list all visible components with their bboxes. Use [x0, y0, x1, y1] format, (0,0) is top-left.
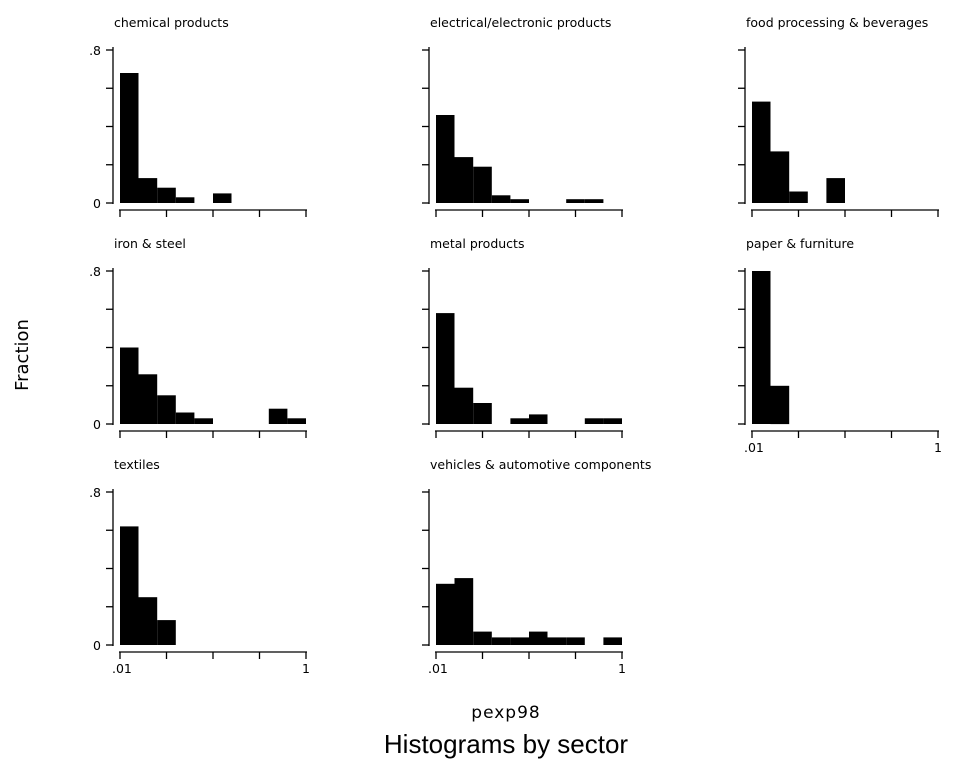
histogram-bar [455, 388, 474, 424]
y-tick-label: 0 [93, 638, 101, 653]
histogram-bar [529, 632, 548, 645]
histogram-bar [139, 374, 158, 424]
y-tick-label: 0 [93, 196, 101, 211]
y-axis-label: Fraction [12, 319, 33, 391]
x-tick-label: 1 [934, 440, 942, 455]
panels-group: chemical products 0 .8 electrical/electroni… [89, 15, 942, 676]
panel-title: iron & steel [114, 236, 186, 251]
x-tick-label: .01 [112, 661, 132, 676]
panel-title: paper & furniture [746, 236, 854, 251]
histogram-bar [566, 199, 585, 203]
histogram-bar [157, 620, 176, 645]
histogram-bar [585, 199, 604, 203]
histogram-bar [510, 199, 529, 203]
histogram-bar [771, 151, 790, 203]
histogram-bar [752, 271, 771, 424]
histogram-bar [473, 403, 492, 424]
histogram-bar [473, 167, 492, 203]
histogram-bar [287, 418, 306, 424]
histogram-bar [752, 102, 771, 203]
panel-title: chemical products [114, 15, 229, 30]
histogram-bar [585, 418, 604, 424]
y-tick-label: 0 [93, 417, 101, 432]
panel-title: textiles [114, 457, 160, 472]
histogram-bar [455, 578, 474, 645]
histogram-bar [566, 637, 585, 645]
histogram-bar [120, 526, 139, 645]
histogram-bar [603, 418, 622, 424]
panel-title: food processing & beverages [746, 15, 928, 30]
chart-title: Histograms by sector [384, 729, 629, 759]
y-tick-label: .8 [89, 264, 101, 279]
histogram-bar [157, 395, 176, 424]
histogram-bar [510, 637, 529, 645]
x-tick-label: .01 [744, 440, 764, 455]
x-axis-label: pexp98 [471, 703, 540, 723]
histogram-bar [194, 418, 213, 424]
panel-6: paper & furniture .01 1 [738, 236, 942, 455]
histogram-bar [213, 193, 232, 203]
histogram-bar [548, 637, 567, 645]
panel-3: food processing & beverages [738, 15, 939, 217]
histogram-bar [529, 414, 548, 424]
histogram-bar [157, 188, 176, 203]
histogram-bar [120, 348, 139, 425]
histogram-bar [510, 418, 529, 424]
panel-4: iron & steel 0 .8 [89, 236, 307, 438]
panel-8: vehicles & automotive components .01 1 [422, 457, 651, 676]
histogram-bar [492, 637, 511, 645]
panel-7: textiles 0 .8 .01 1 [89, 457, 310, 676]
histogram-bar [436, 584, 455, 645]
histogram-bar [455, 157, 474, 203]
histogram-bar [176, 197, 195, 203]
histogram-bar [139, 597, 158, 645]
x-tick-label: .01 [428, 661, 448, 676]
histogram-bar [436, 313, 455, 424]
x-tick-label: 1 [618, 661, 626, 676]
histogram-bar [771, 386, 790, 424]
histogram-bar [492, 195, 511, 203]
histogram-bar [120, 73, 139, 203]
panel-1: chemical products 0 .8 [89, 15, 307, 217]
panel-title: metal products [430, 236, 524, 251]
panel-title: vehicles & automotive components [430, 457, 651, 472]
histogram-bar [436, 115, 455, 203]
histogram-bar [603, 637, 622, 645]
panel-title: electrical/electronic products [430, 15, 611, 30]
y-tick-label: .8 [89, 485, 101, 500]
histogram-bar [473, 632, 492, 645]
histogram-bar [139, 178, 158, 203]
panel-2: electrical/electronic products [422, 15, 623, 217]
histogram-bar [826, 178, 845, 203]
histogram-bar [269, 409, 288, 424]
panel-5: metal products [422, 236, 623, 438]
y-tick-label: .8 [89, 43, 101, 58]
histogram-bar [789, 192, 808, 204]
histogram-bar [176, 413, 195, 425]
x-tick-label: 1 [302, 661, 310, 676]
